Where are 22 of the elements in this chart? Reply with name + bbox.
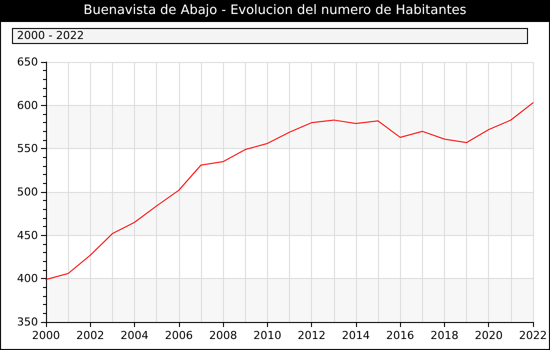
x-tick-label: 2000 xyxy=(32,329,60,342)
x-tick-label: 2014 xyxy=(342,329,370,342)
x-tick-label: 2006 xyxy=(164,329,193,342)
text: 2000 - 2022 xyxy=(12,28,528,44)
y-tick-label: 500 xyxy=(17,186,38,198)
y-tick-label: 400 xyxy=(17,272,38,286)
x-tick-label: 2020 xyxy=(474,329,503,342)
y-tick-label: 450 xyxy=(17,228,38,242)
y-tick-label: 650 xyxy=(17,56,38,68)
x-tick-label: 2004 xyxy=(120,329,149,342)
y-tick-label: 350 xyxy=(17,316,38,328)
chart-title: Buenavista de Abajo - Evolucion del numero de Habitantes xyxy=(0,0,550,22)
y-tick-label: 600 xyxy=(17,98,38,112)
x-tick-label: 2010 xyxy=(253,329,282,342)
x-tick-label: 2016 xyxy=(386,329,414,342)
x-tick-label: 2018 xyxy=(430,329,458,342)
y-tick-label: 550 xyxy=(17,142,38,156)
x-tick-label: 2022 xyxy=(519,329,548,342)
line-series xyxy=(46,102,534,280)
x-tick-label: 2008 xyxy=(209,329,238,342)
x-tick-label: 2002 xyxy=(76,329,104,342)
x-tick-label: 2012 xyxy=(298,329,326,342)
